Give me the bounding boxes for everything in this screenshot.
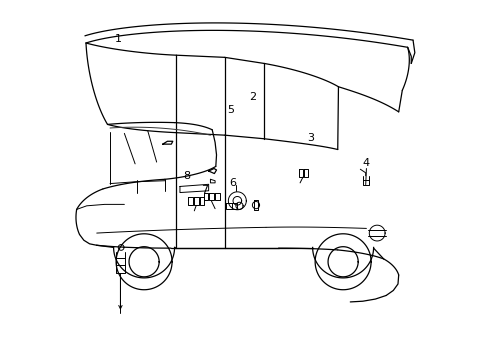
Text: 6: 6: [229, 178, 236, 188]
Text: 5: 5: [227, 105, 234, 115]
Text: 7: 7: [201, 185, 207, 195]
Text: 2: 2: [248, 92, 255, 102]
Text: 8: 8: [183, 171, 189, 181]
Text: 3: 3: [307, 133, 314, 143]
Text: 1: 1: [115, 35, 122, 44]
Text: 4: 4: [362, 158, 369, 168]
